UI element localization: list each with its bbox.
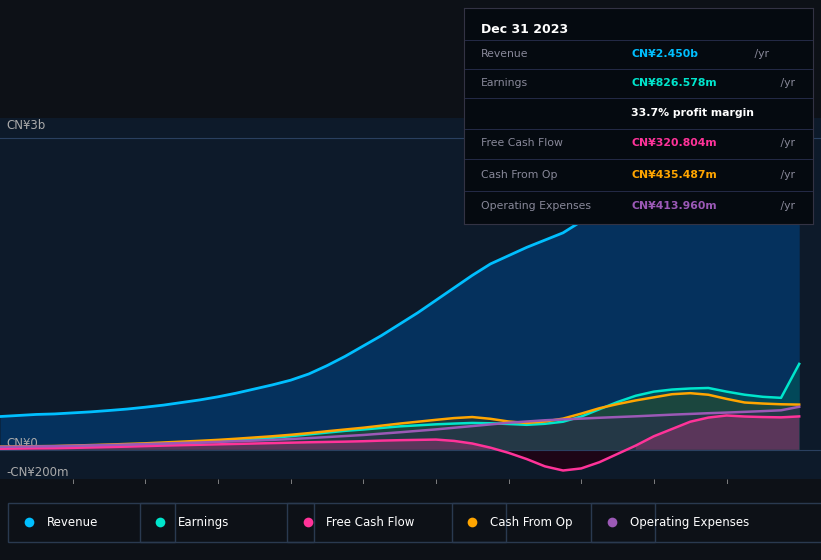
Text: Revenue: Revenue <box>47 516 99 529</box>
Text: Earnings: Earnings <box>178 516 230 529</box>
Text: Free Cash Flow: Free Cash Flow <box>326 516 415 529</box>
Text: CN¥320.804m: CN¥320.804m <box>631 138 717 148</box>
Text: /yr: /yr <box>777 202 796 211</box>
Text: Cash From Op: Cash From Op <box>490 516 572 529</box>
Text: -CN¥200m: -CN¥200m <box>7 466 69 479</box>
Text: /yr: /yr <box>777 78 796 88</box>
Text: /yr: /yr <box>750 49 768 59</box>
Text: CN¥2.450b: CN¥2.450b <box>631 49 699 59</box>
Text: CN¥435.487m: CN¥435.487m <box>631 170 717 180</box>
Text: /yr: /yr <box>777 138 796 148</box>
Text: CN¥826.578m: CN¥826.578m <box>631 78 717 88</box>
Text: 33.7% profit margin: 33.7% profit margin <box>631 108 754 118</box>
Text: Cash From Op: Cash From Op <box>481 170 557 180</box>
Text: Free Cash Flow: Free Cash Flow <box>481 138 563 148</box>
Text: Revenue: Revenue <box>481 49 529 59</box>
Text: CN¥3b: CN¥3b <box>7 119 46 132</box>
Text: CN¥413.960m: CN¥413.960m <box>631 202 717 211</box>
Text: Operating Expenses: Operating Expenses <box>630 516 749 529</box>
Text: CN¥0: CN¥0 <box>7 437 39 450</box>
Text: Dec 31 2023: Dec 31 2023 <box>481 24 568 36</box>
Text: /yr: /yr <box>777 170 796 180</box>
Text: Earnings: Earnings <box>481 78 529 88</box>
Text: Operating Expenses: Operating Expenses <box>481 202 591 211</box>
